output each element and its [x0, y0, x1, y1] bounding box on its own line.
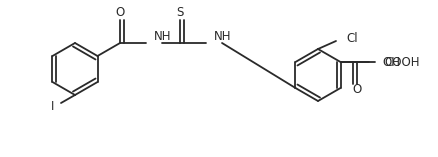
Text: OH: OH [383, 56, 401, 68]
Text: NH: NH [154, 30, 172, 43]
Text: COOH: COOH [385, 56, 420, 68]
Text: Cl: Cl [346, 32, 357, 44]
Text: S: S [177, 6, 184, 19]
Text: I: I [51, 100, 55, 114]
Text: O: O [115, 6, 125, 19]
Text: O: O [352, 83, 361, 96]
Text: NH: NH [214, 30, 232, 43]
